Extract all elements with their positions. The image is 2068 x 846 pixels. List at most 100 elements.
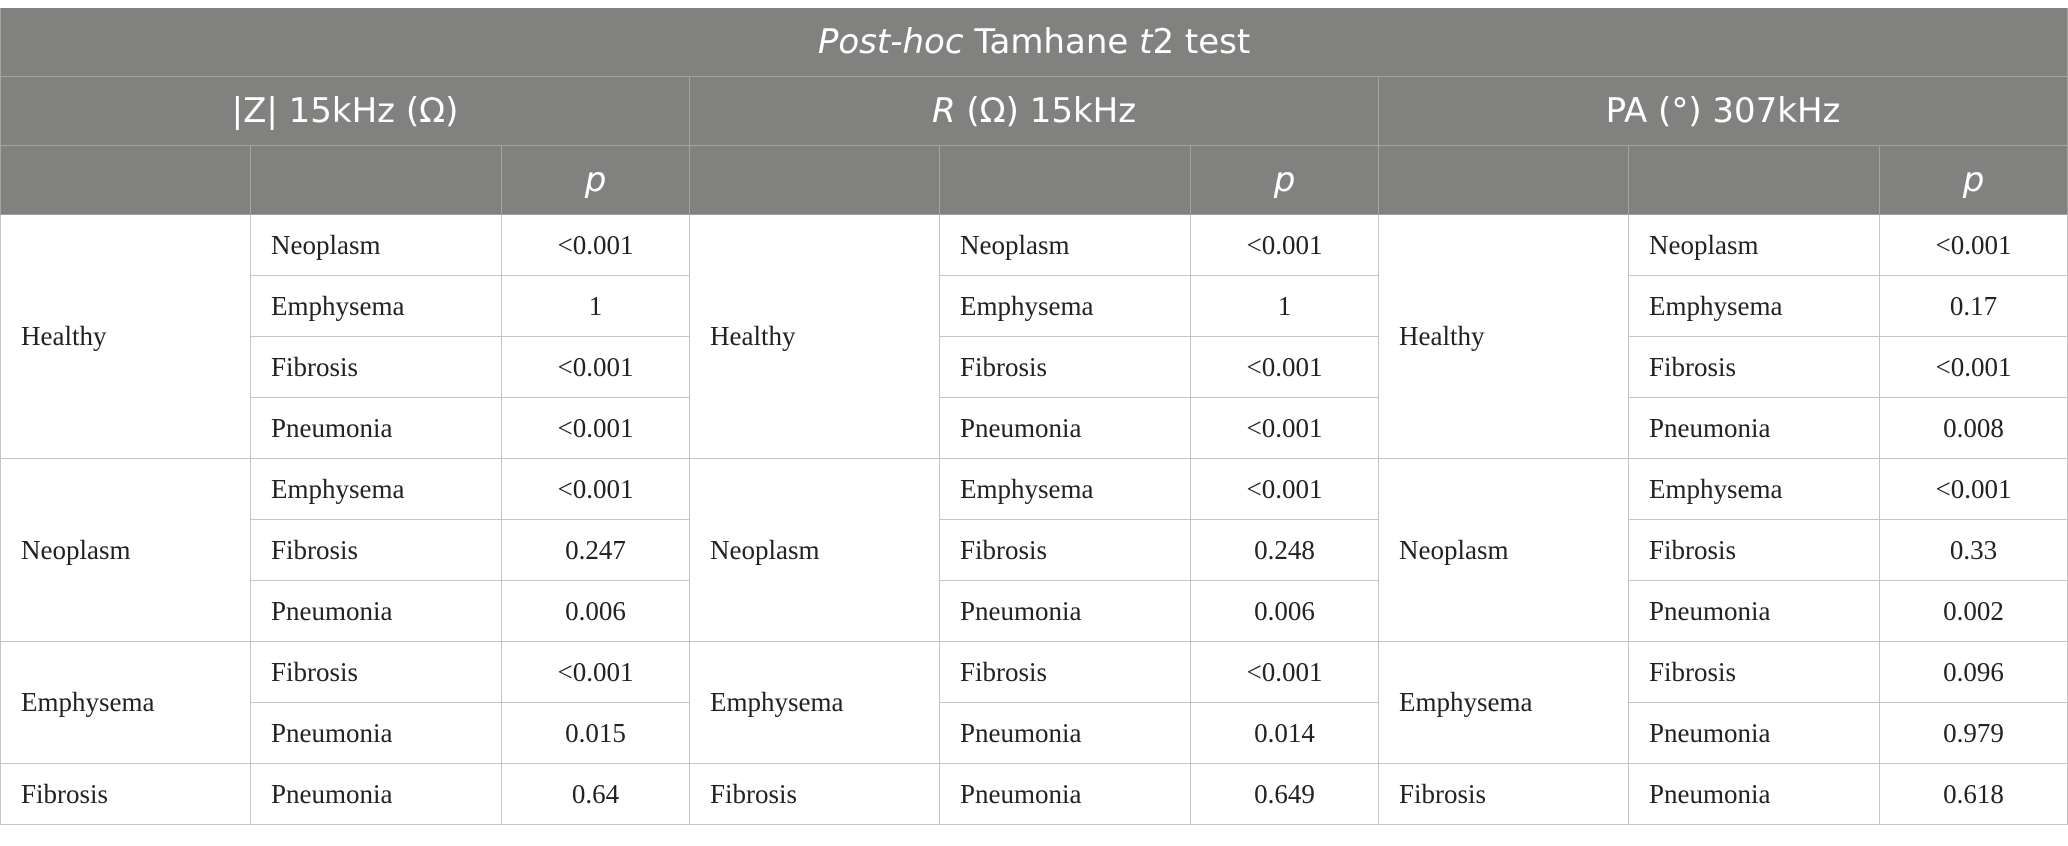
p-value-cell: 1 xyxy=(501,275,690,337)
comparison-cell: Emphysema xyxy=(1628,275,1880,337)
metric-label-post: (Ω) 15kHz xyxy=(955,91,1137,131)
metric-header-impedance: |Z| 15kHz (Ω) xyxy=(0,76,690,146)
table-row: Emphysema Fibrosis <0.001 Emphysema Fibrosis… xyxy=(0,641,2068,764)
comparison-cell: Pneumonia xyxy=(250,580,502,642)
title-t: t xyxy=(1139,22,1153,62)
p-value-cell: <0.001 xyxy=(1878,336,2068,398)
blank-header-cell xyxy=(689,145,940,215)
p-value-cell: <0.001 xyxy=(1878,458,2068,520)
group-cell: Fibrosis xyxy=(1378,763,1629,825)
blank-header-cell xyxy=(0,145,251,215)
group-cell: Neoplasm xyxy=(1378,458,1629,642)
posthoc-table: Post-hoc Tamhane t2 test |Z| 15kHz (Ω) R… xyxy=(0,8,2068,825)
comparison-cell: Pneumonia xyxy=(939,763,1191,825)
comparison-cell: Fibrosis xyxy=(939,519,1191,581)
blank-header-cell xyxy=(1628,145,1880,215)
comparison-cell: Fibrosis xyxy=(939,336,1191,398)
p-label: p xyxy=(1962,160,1985,200)
p-value-cell: 0.015 xyxy=(501,702,690,764)
comparison-cell: Pneumonia xyxy=(1628,580,1880,642)
p-header: p xyxy=(1878,145,2068,215)
p-value-cell: <0.001 xyxy=(501,214,690,276)
comparison-cell: Pneumonia xyxy=(939,397,1191,459)
comparison-cell: Neoplasm xyxy=(250,214,502,276)
metric-label: |Z| 15kHz (Ω) xyxy=(231,91,459,131)
comparison-cell: Fibrosis xyxy=(250,519,502,581)
comparison-cell: Pneumonia xyxy=(939,702,1191,764)
group-cell: Emphysema xyxy=(1378,641,1629,764)
comparison-cell: Emphysema xyxy=(250,458,502,520)
comparison-cell: Neoplasm xyxy=(939,214,1191,276)
table-row: Neoplasm Emphysema <0.001 Neoplasm Emphysema… xyxy=(0,458,2068,642)
p-value-cell: <0.001 xyxy=(1190,336,1379,398)
blank-header-cell xyxy=(1378,145,1629,215)
p-value-cell: <0.001 xyxy=(1190,397,1379,459)
p-value-cell: 0.014 xyxy=(1190,702,1379,764)
p-value-cell: <0.001 xyxy=(1878,214,2068,276)
comparison-cell: Fibrosis xyxy=(250,336,502,398)
title-italic: Post-hoc xyxy=(817,22,964,62)
title-end: 2 test xyxy=(1152,22,1251,62)
comparison-cell: Pneumonia xyxy=(250,397,502,459)
comparison-cell: Fibrosis xyxy=(250,641,502,703)
p-value-cell: 1 xyxy=(1190,275,1379,337)
table-row: Fibrosis <0.001 Fibrosis <0.001 Fibrosis <0.0… xyxy=(1,336,2068,398)
p-label: p xyxy=(584,160,607,200)
p-header: p xyxy=(1190,145,1379,215)
table-row: Pneumonia 0.015 Pneumonia 0.014 Pneumonia 0.9… xyxy=(1,702,2068,764)
p-value-cell: <0.001 xyxy=(1190,458,1379,520)
comparison-cell: Fibrosis xyxy=(1628,519,1880,581)
p-value-cell: 0.33 xyxy=(1878,519,2068,581)
table-row: Healthy Neoplasm <0.001 Healthy Neoplasm <0.0… xyxy=(0,214,2068,459)
p-label: p xyxy=(1273,160,1296,200)
table-row: Pneumonia <0.001 Pneumonia <0.001 Pneumonia 0… xyxy=(1,397,2068,459)
table-row: Emphysema 1 Emphysema 1 Emphysema 0.17 xyxy=(1,275,2068,337)
comparison-cell: Fibrosis xyxy=(1628,641,1880,703)
comparison-cell: Emphysema xyxy=(939,275,1191,337)
group-cell: Emphysema xyxy=(689,641,940,764)
comparison-cell: Pneumonia xyxy=(1628,397,1880,459)
group-cell: Fibrosis xyxy=(689,763,940,825)
comparison-cell: Emphysema xyxy=(1628,458,1880,520)
p-value-cell: 0.64 xyxy=(501,763,690,825)
p-value-cell: 0.248 xyxy=(1190,519,1379,581)
metric-header-phase-angle: PA (°) 307kHz xyxy=(1377,76,2068,146)
comparison-cell: Pneumonia xyxy=(1628,702,1880,764)
metric-label: PA (°) 307kHz xyxy=(1605,91,1841,131)
blank-header-cell xyxy=(939,145,1191,215)
group-cell: Neoplasm xyxy=(689,458,940,642)
p-value-cell: 0.006 xyxy=(501,580,690,642)
metric-header-resistance: R (Ω) 15kHz xyxy=(689,76,1379,146)
p-header: p xyxy=(501,145,690,215)
comparison-cell: Fibrosis xyxy=(1628,336,1880,398)
comparison-cell: Neoplasm xyxy=(1628,214,1880,276)
p-value-cell: <0.001 xyxy=(1190,214,1379,276)
table-body: Healthy Neoplasm <0.001 Healthy Neoplasm <0.0… xyxy=(0,214,2068,825)
comparison-cell: Pneumonia xyxy=(250,702,502,764)
p-value-cell: <0.001 xyxy=(1190,641,1379,703)
blank-header-cell xyxy=(250,145,502,215)
p-value-cell: 0.096 xyxy=(1878,641,2068,703)
table-row: Fibrosis 0.247 Fibrosis 0.248 Fibrosis 0.33 xyxy=(1,519,2068,581)
metric-label-italic: R xyxy=(931,91,956,131)
group-cell: Fibrosis xyxy=(0,763,251,825)
comparison-cell: Pneumonia xyxy=(939,580,1191,642)
title-text: Tamhane xyxy=(963,22,1140,62)
p-value-cell: 0.17 xyxy=(1878,275,2068,337)
comparison-cell: Pneumonia xyxy=(250,763,502,825)
comparison-cell: Emphysema xyxy=(939,458,1191,520)
group-cell: Healthy xyxy=(0,214,251,459)
p-value-cell: 0.979 xyxy=(1878,702,2068,764)
table-row: Fibrosis Pneumonia 0.64 Fibrosis Pneumonia 0.… xyxy=(0,763,2068,825)
p-value-cell: <0.001 xyxy=(501,641,690,703)
group-cell: Neoplasm xyxy=(0,458,251,642)
p-value-cell: 0.006 xyxy=(1190,580,1379,642)
p-value-cell: 0.649 xyxy=(1190,763,1379,825)
group-cell: Healthy xyxy=(689,214,940,459)
comparison-cell: Emphysema xyxy=(250,275,502,337)
p-value-cell: 0.618 xyxy=(1878,763,2068,825)
table-title: Post-hoc Tamhane t2 test xyxy=(0,8,2068,77)
table-row: Pneumonia 0.006 Pneumonia 0.006 Pneumonia 0.0… xyxy=(1,580,2068,642)
table-container: Post-hoc Tamhane t2 test |Z| 15kHz (Ω) R… xyxy=(0,8,2068,825)
p-value-cell: <0.001 xyxy=(501,458,690,520)
